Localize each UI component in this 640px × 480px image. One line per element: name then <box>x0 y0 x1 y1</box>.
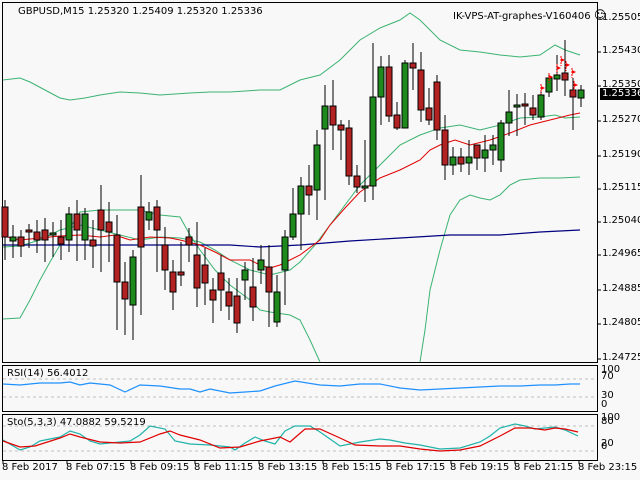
stoch-tick-label: 0 <box>601 441 608 452</box>
rsi-tick-label: 30 <box>601 390 614 401</box>
time-tick-label: 8 Feb 09:15 <box>130 462 190 473</box>
price-tick-label: 1.25350 <box>602 79 640 90</box>
price-tick-label: 1.24725 <box>602 352 640 363</box>
indicator-name: IK-VPS-AT-graphes-V160406 ☺ <box>453 8 607 22</box>
stoch-label: Sto(5,3,3) 47.0882 59.5219 <box>7 417 146 428</box>
time-tick-label: 8 Feb 23:15 <box>578 462 638 473</box>
price-tick-label: 1.25505 <box>602 12 640 23</box>
time-tick-label: 8 Feb 19:15 <box>450 462 510 473</box>
rsi-tick-label: 0 <box>601 399 608 410</box>
stoch-tick-label: 100 <box>601 412 621 423</box>
price-tick-label: 1.24805 <box>602 317 640 328</box>
stoch-tick-label: 20 <box>601 438 614 449</box>
price-tick-label: 1.24965 <box>602 248 640 259</box>
price-pane[interactable]: GBPUSD,M15 1.25320 1.25409 1.25320 1.253… <box>2 2 606 363</box>
stoch-tick-label: 80 <box>601 416 614 427</box>
rsi-label: RSI(14) 56.4012 <box>7 368 89 379</box>
price-tick-label: 1.25430 <box>602 45 640 56</box>
time-tick-label: 8 Feb 21:15 <box>514 462 574 473</box>
time-tick-label: 8 Feb 07:15 <box>66 462 126 473</box>
price-tick-label: 1.24885 <box>602 283 640 294</box>
price-tick-label: 1.25115 <box>602 182 640 193</box>
price-tick-label: 1.25270 <box>602 114 640 125</box>
time-tick-label: 8 Feb 15:15 <box>322 462 382 473</box>
current-price-tag: 1.25336 <box>600 88 640 100</box>
time-tick-label: 8 Feb 17:15 <box>386 462 446 473</box>
rsi-tick-label: 70 <box>601 371 614 382</box>
price-tick-label: 1.25190 <box>602 149 640 160</box>
time-tick-label: 8 Feb 13:15 <box>258 462 318 473</box>
rsi-tick-label: 100 <box>601 364 621 375</box>
stoch-pane[interactable]: Sto(5,3,3) 47.0882 59.5219 <box>2 414 598 461</box>
price-tick-label: 1.25040 <box>602 215 640 226</box>
smiley-icon: ☺ <box>593 8 607 22</box>
time-tick-label: 8 Feb 2017 <box>2 462 58 473</box>
symbol-info: GBPUSD,M15 1.25320 1.25409 1.25320 1.253… <box>18 6 263 17</box>
rsi-pane[interactable]: RSI(14) 56.4012 <box>2 365 598 412</box>
time-tick-label: 8 Feb 11:15 <box>194 462 254 473</box>
